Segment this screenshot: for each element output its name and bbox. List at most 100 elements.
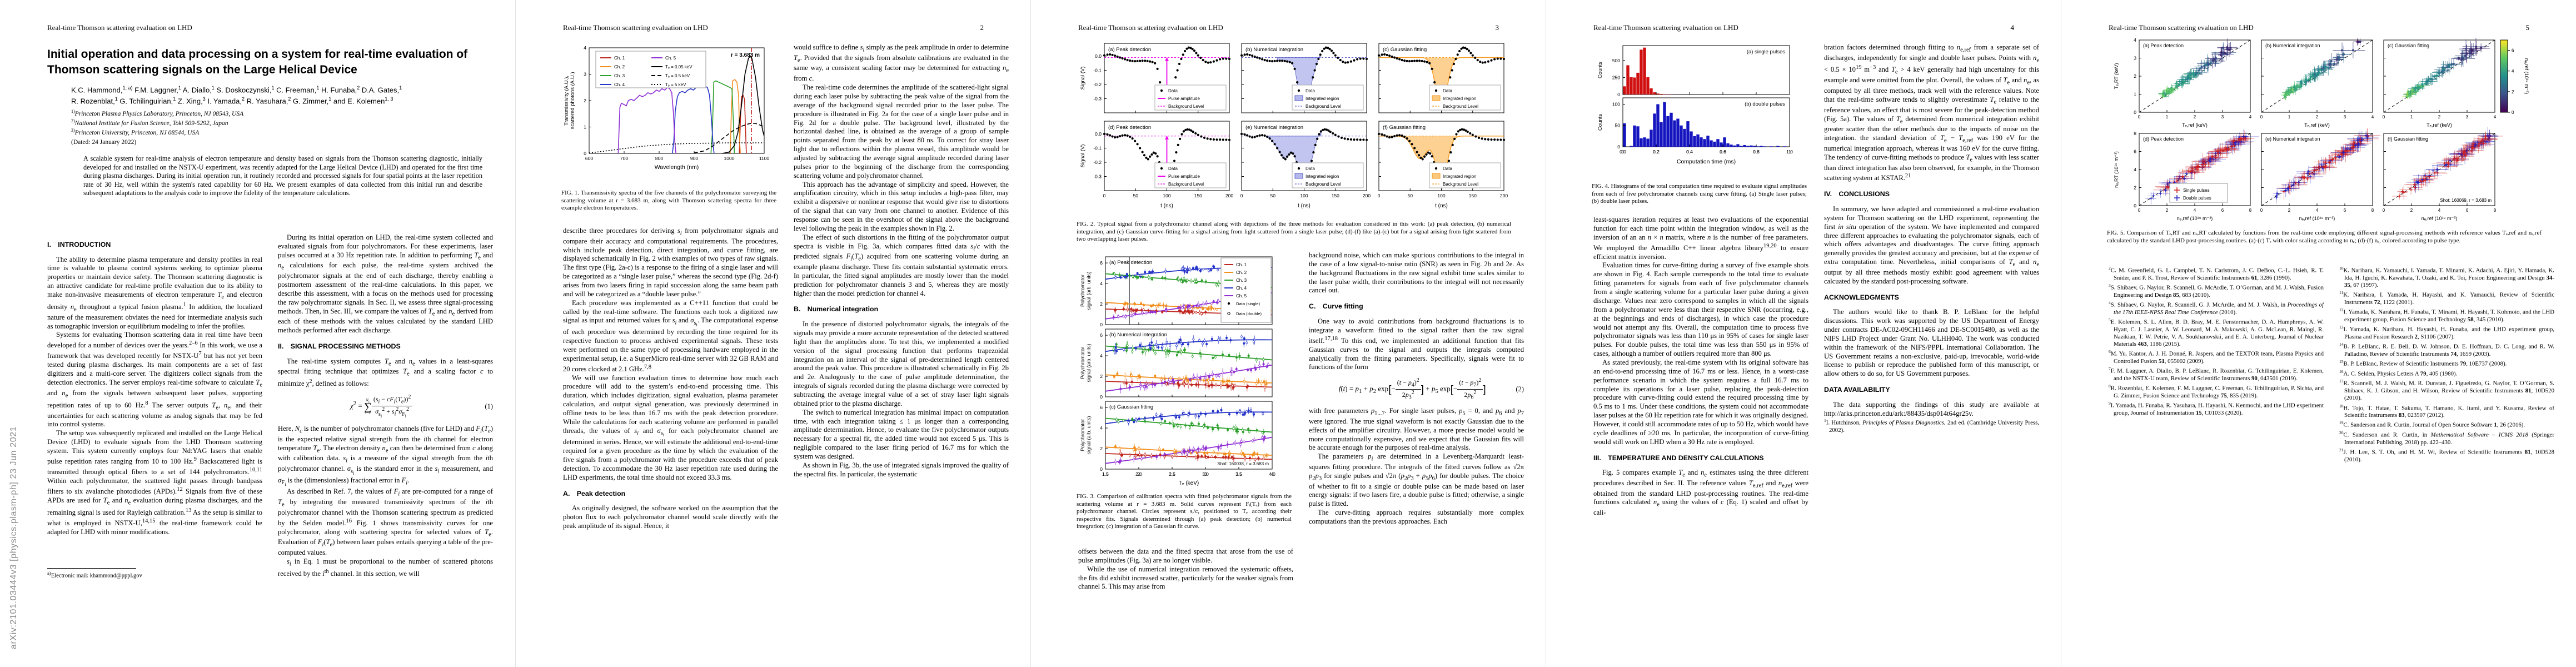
svg-text:1.5: 1.5 <box>1102 471 1109 477</box>
svg-text:1.5: 1.5 <box>1102 471 1109 477</box>
paragraph: bration factors determined through fitti… <box>1824 43 2039 182</box>
svg-text:Tₑ = 0.5 keV: Tₑ = 0.5 keV <box>665 73 690 78</box>
reference-item: 10K. Narihara, K. Yamauchi, I. Yamada, T… <box>2339 266 2554 288</box>
svg-text:Signal (V): Signal (V) <box>1080 67 1086 90</box>
svg-text:Computation time (ms): Computation time (ms) <box>1677 158 1736 165</box>
svg-text:0: 0 <box>2134 203 2136 208</box>
fig2-panel-e: 0 50 100 150 200 (e) Numerical integration Dat… <box>1240 121 1371 198</box>
section-heading: II. SIGNAL PROCESSING METHODS <box>278 342 401 351</box>
svg-text:Ch. 3: Ch. 3 <box>1236 278 1247 283</box>
svg-text:2: 2 <box>1138 471 1140 477</box>
svg-text:0: 0 <box>1240 193 1243 198</box>
svg-text:(b) double pulses: (b) double pulses <box>1745 101 1785 107</box>
paper-title: Initial operation and data processing on… <box>47 48 468 76</box>
svg-text:Polychromator: Polychromator <box>1080 419 1085 451</box>
paragraph: si in Eq. 1 must be proportional to the … <box>278 557 493 578</box>
svg-text:4: 4 <box>1271 471 1274 477</box>
svg-text:(a) Peak detection: (a) Peak detection <box>1108 47 1151 53</box>
running-title: Real-time Thomson scattering evaluation … <box>563 23 708 32</box>
svg-text:Ch. 2: Ch. 2 <box>1236 270 1247 275</box>
svg-text:6: 6 <box>1100 260 1103 266</box>
column-left: describe three procedures for deriving s… <box>563 227 778 649</box>
svg-text:4: 4 <box>1100 425 1103 431</box>
svg-text:4: 4 <box>2316 208 2319 213</box>
svg-text:0: 0 <box>2260 208 2263 213</box>
reference-item: 11K. Narihara, I. Yamada, H. Hayashi, an… <box>2339 290 2554 306</box>
svg-text:3: 3 <box>2134 56 2136 61</box>
paragraph: The effect of such distortions in the fi… <box>794 233 1009 297</box>
fig5-panel-d: 0 2 4 6 8 0 2 4 6 8 (d) Peak detection Single pulse… <box>2134 129 2259 213</box>
svg-text:signal (arb. units): signal (arb. units) <box>1086 344 1092 382</box>
svg-text:(c) Gaussian fitting: (c) Gaussian fitting <box>2388 43 2429 48</box>
svg-text:2: 2 <box>2288 208 2291 213</box>
svg-text:0: 0 <box>1100 322 1103 327</box>
svg-text:900: 900 <box>690 156 698 161</box>
paragraph: Fig. 5 compares example Te and ne estima… <box>1593 469 1808 517</box>
fig5-panel-b: 0 1 2 3 4 (b) Numerical integration <box>2260 38 2374 120</box>
paragraph: The setup was subsequently replicated an… <box>47 429 262 536</box>
svg-text:nₑ,RT (10¹⁹ m⁻³): nₑ,RT (10¹⁹ m⁻³) <box>2114 151 2119 188</box>
section-heading: DATA AVAILABILITY <box>1824 386 1890 394</box>
paragraph: As originally designed, the software wor… <box>563 504 778 530</box>
fig4-panel-a: 0 250 500 (a) single pulses <box>1612 45 1790 97</box>
svg-text:0.2: 0.2 <box>1653 149 1660 155</box>
svg-text:1: 1 <box>2410 115 2413 120</box>
svg-text:-0.3: -0.3 <box>1093 96 1102 101</box>
figure-3-chart: 0 2 4 6 (a) Peak detection Polychromator signa… <box>1080 256 1275 486</box>
svg-text:50: 50 <box>1133 193 1139 198</box>
svg-text:0: 0 <box>1103 193 1106 198</box>
svg-text:3.5: 3.5 <box>1235 471 1242 477</box>
svg-text:4: 4 <box>2194 208 2196 213</box>
column-right: background noise, which can make spuriou… <box>1309 251 1524 649</box>
fig1-series <box>589 55 765 154</box>
abstract: A scalable system for real-time analysis… <box>83 155 482 197</box>
column-left: offsets between the data and the fitted … <box>1078 547 1293 650</box>
svg-text:6: 6 <box>2466 208 2469 213</box>
svg-text:50: 50 <box>1408 193 1413 198</box>
svg-text:2: 2 <box>2194 115 2196 120</box>
svg-text:4: 4 <box>2249 115 2252 120</box>
svg-text:nₑ,ref (10¹⁹ m⁻³): nₑ,ref (10¹⁹ m⁻³) <box>2177 216 2213 221</box>
svg-text:1000: 1000 <box>724 156 735 161</box>
svg-text:1: 1 <box>1788 149 1791 155</box>
svg-text:Integrated region: Integrated region <box>1443 96 1477 101</box>
svg-text:Pulse amplitude: Pulse amplitude <box>1168 96 1200 101</box>
paragraph: While the use of numerical integration r… <box>1078 565 1293 591</box>
svg-text:Counts: Counts <box>1597 62 1603 78</box>
svg-text:2: 2 <box>2438 115 2441 120</box>
svg-text:(b) Numerical integration: (b) Numerical integration <box>2265 43 2320 48</box>
svg-text:6: 6 <box>2221 208 2224 213</box>
svg-text:8: 8 <box>2494 208 2497 213</box>
svg-text:(a) Peak detection: (a) Peak detection <box>1109 260 1152 266</box>
svg-text:Data (double): Data (double) <box>1236 311 1262 316</box>
svg-text:3.0: 3.0 <box>1202 471 1209 477</box>
paragraph: In summary, we have adapted and commissi… <box>1824 205 2039 285</box>
svg-text:Ch. 5: Ch. 5 <box>665 56 676 61</box>
reference-item: 15B. P. LeBlanc, Review of Scientific In… <box>2339 359 2507 367</box>
paragraph: One way to avoid contributions from back… <box>1309 317 1524 371</box>
svg-text:4: 4 <box>2494 115 2497 120</box>
reference-item: 16A. C. Selden, Physics Letters A 79, 40… <box>2339 369 2458 377</box>
running-title: Real-time Thomson scattering evaluation … <box>47 23 192 32</box>
figure-4-caption: FIG. 4. Histograms of the total computat… <box>1592 183 1807 205</box>
reference-item: 13I. Yamada, K. Narihara, H. Hayashi, H.… <box>2339 324 2554 340</box>
paragraph: background noise, which can make spuriou… <box>1309 251 1524 295</box>
svg-text:0: 0 <box>2138 208 2141 213</box>
section-heading: IV. CONCLUSIONS <box>1824 190 1890 198</box>
reference-item: 19C. Sanderson and R. Curtin, Journal of… <box>2339 420 2525 429</box>
svg-text:nₑ,ref (10¹⁹ m⁻³): nₑ,ref (10¹⁹ m⁻³) <box>2299 216 2335 221</box>
page-number: 2 <box>980 23 984 32</box>
subsection-heading: A. Peak detection <box>563 489 626 497</box>
paragraph: In the presence of distorted polychromat… <box>794 320 1009 407</box>
paragraph: We will use function evaluation times to… <box>563 374 778 481</box>
reference-item: 9I. Yamada, H. Funaba, R. Yasuhara, H. H… <box>2109 400 2324 416</box>
svg-text:Polychromator: Polychromator <box>1080 275 1085 307</box>
page-1: arXiv:2101.03444v3 [physics.plasm-ph] 23… <box>0 0 515 667</box>
svg-text:Ch. 1: Ch. 1 <box>1236 262 1247 267</box>
fig2-panel-f: 0 50 100 150 200 (f) Gaussian fitting Data Inte… <box>1378 121 1508 198</box>
svg-text:Pulse amplitude: Pulse amplitude <box>1168 174 1200 179</box>
svg-text:(f) Gaussian fitting: (f) Gaussian fitting <box>2388 136 2428 142</box>
figure-3-caption: FIG. 3. Comparison of calibration spectr… <box>1077 493 1292 530</box>
page-number: 4 <box>2010 23 2015 32</box>
